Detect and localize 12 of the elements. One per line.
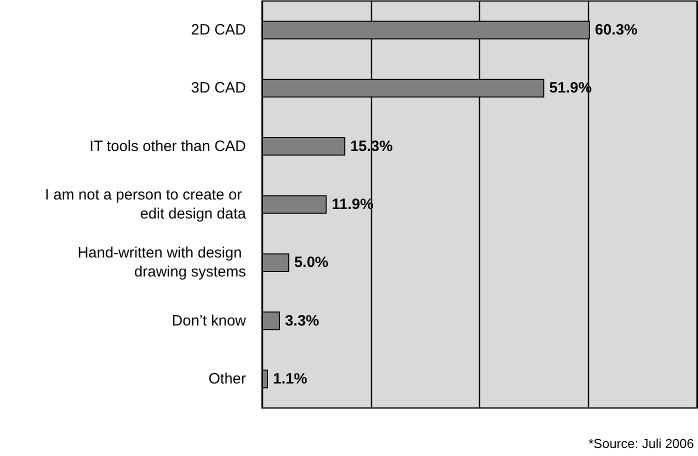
data-label: 1.1% [272,370,308,388]
y-tick-label: I am not a person to create or edit design data [45,186,247,222]
data-label: 5.0% [294,254,328,272]
y-tick-label: 2D CAD [190,22,246,39]
y-tick-label: 3D CAD [190,80,246,97]
data-label: 60.3% [594,22,638,39]
y-tick-label: IT tools other than CAD [90,138,246,155]
text: *Source: Juli 2006 [588,436,694,451]
y-tick-label: Other [208,370,246,388]
y-tick-label: Hand-written with design drawing systems [78,244,246,281]
data-label: 3.3% [284,312,320,330]
y-tick-label: Don’t know [172,312,246,330]
